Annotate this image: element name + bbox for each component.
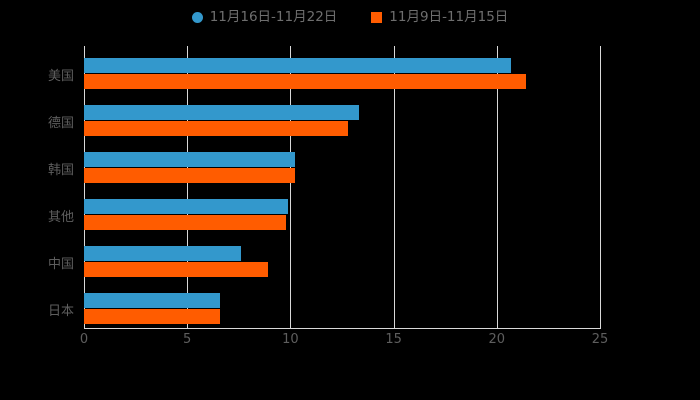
bar-group xyxy=(84,246,600,277)
y-axis-label: 日本 xyxy=(47,303,74,319)
bar[interactable] xyxy=(84,246,241,261)
y-axis-label: 其他 xyxy=(47,209,74,225)
bar[interactable] xyxy=(84,105,359,120)
bar-group xyxy=(84,152,600,183)
bar[interactable] xyxy=(84,215,287,230)
chart-legend: 11月16日-11月22日 11月9日-11月15日 xyxy=(0,6,700,28)
bar[interactable] xyxy=(84,168,295,183)
y-axis-labels: 美国德国韩国其他中国日本 xyxy=(0,46,700,328)
bar[interactable] xyxy=(84,121,349,136)
square-marker-icon xyxy=(371,11,383,23)
bar-group xyxy=(84,105,600,136)
x-axis-tick-label: 10 xyxy=(282,332,299,347)
bar[interactable] xyxy=(84,152,295,167)
plot-area xyxy=(84,46,601,328)
bar[interactable] xyxy=(84,262,268,277)
x-axis-line xyxy=(84,328,601,329)
x-axis-tick-labels: 0 5 10 15 20 25 xyxy=(0,332,700,354)
y-axis-label: 德国 xyxy=(47,115,74,131)
bar-group xyxy=(84,293,600,324)
bar[interactable] xyxy=(84,293,221,308)
circle-marker-icon xyxy=(191,11,203,23)
y-axis-label: 韩国 xyxy=(47,162,74,178)
y-axis-line xyxy=(84,46,85,328)
bar[interactable] xyxy=(84,58,512,73)
y-axis-label: 美国 xyxy=(47,68,74,84)
bar[interactable] xyxy=(84,74,526,89)
y-axis-label: 中国 xyxy=(47,256,74,272)
legend-item-series-a[interactable]: 11月16日-11月22日 xyxy=(191,6,338,28)
legend-item-series-b[interactable]: 11月9日-11月15日 xyxy=(371,6,508,28)
bar-group xyxy=(84,58,600,89)
gridline xyxy=(187,46,189,328)
x-axis-tick-label: 20 xyxy=(488,332,506,347)
legend-label-series-b: 11月9日-11月15日 xyxy=(389,9,509,25)
x-axis-tick-label: 25 xyxy=(591,332,609,347)
legend-label-series-a: 11月16日-11月22日 xyxy=(209,9,338,25)
bar[interactable] xyxy=(84,199,289,214)
bar-group xyxy=(84,199,600,230)
x-axis-tick-label: 5 xyxy=(183,332,192,347)
gridline xyxy=(496,46,498,328)
gridline xyxy=(290,46,292,328)
x-axis-tick-label: 0 xyxy=(79,332,89,347)
bar[interactable] xyxy=(84,309,221,324)
gridline xyxy=(393,46,395,328)
x-axis-tick-label: 15 xyxy=(385,332,402,347)
gridline xyxy=(600,46,601,328)
